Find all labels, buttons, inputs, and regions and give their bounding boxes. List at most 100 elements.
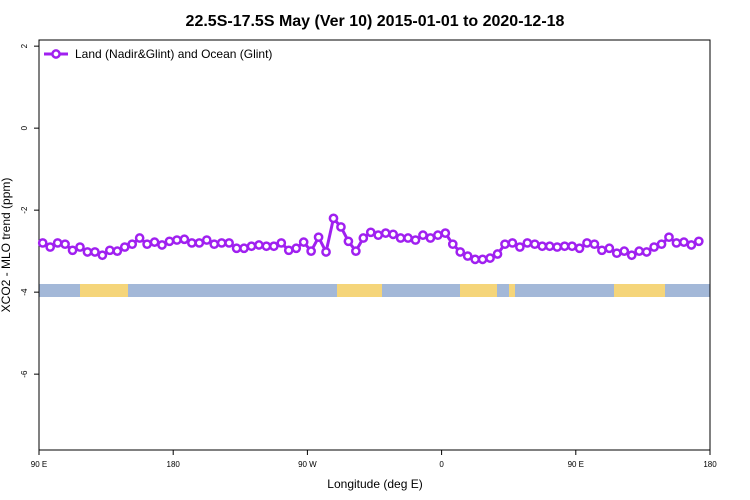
data-point bbox=[52, 238, 63, 248]
data-point bbox=[313, 232, 324, 243]
data-point bbox=[186, 238, 197, 248]
x-tick-label: 0 bbox=[439, 460, 444, 469]
data-point bbox=[224, 238, 234, 248]
data-point bbox=[358, 233, 369, 243]
data-point bbox=[567, 241, 577, 252]
data-point bbox=[679, 237, 689, 247]
data-point bbox=[134, 233, 145, 243]
data-point bbox=[321, 247, 331, 257]
data-point bbox=[433, 230, 443, 241]
data-point bbox=[254, 240, 264, 250]
data-point bbox=[410, 235, 421, 245]
data-point bbox=[380, 228, 391, 238]
data-point bbox=[418, 230, 428, 241]
data-point bbox=[336, 222, 346, 232]
data-point bbox=[634, 246, 645, 256]
data-point bbox=[447, 239, 458, 250]
data-point bbox=[440, 228, 451, 238]
data-point bbox=[194, 238, 205, 248]
land-band bbox=[337, 284, 382, 297]
legend-label: Land (Nadir&Glint) and Ocean (Glint) bbox=[75, 47, 272, 61]
data-point bbox=[216, 238, 227, 248]
data-point bbox=[179, 234, 190, 245]
data-point bbox=[328, 213, 339, 224]
data-point bbox=[485, 253, 495, 263]
x-tick-label: 90 E bbox=[568, 460, 584, 469]
data-point bbox=[149, 237, 160, 247]
x-tick-label: 90 E bbox=[31, 460, 47, 469]
data-point bbox=[365, 227, 376, 238]
data-point bbox=[686, 240, 697, 250]
data-point bbox=[75, 242, 85, 252]
data-point bbox=[477, 254, 488, 265]
data-point bbox=[611, 248, 622, 259]
data-point bbox=[172, 235, 182, 245]
data-point bbox=[641, 247, 652, 257]
data-point bbox=[522, 238, 533, 248]
land-ocean-band bbox=[39, 284, 710, 297]
data-point bbox=[298, 237, 309, 247]
land-band bbox=[614, 284, 665, 297]
series bbox=[37, 213, 704, 265]
data-point bbox=[693, 236, 704, 247]
x-axis-label: Longitude (deg E) bbox=[327, 477, 422, 491]
data-point bbox=[597, 245, 607, 256]
data-point bbox=[164, 236, 175, 247]
y-tick-label: 2 bbox=[20, 43, 29, 48]
data-point bbox=[351, 246, 361, 256]
land-band bbox=[460, 284, 497, 297]
data-point bbox=[559, 241, 570, 252]
data-point bbox=[470, 254, 480, 265]
data-point bbox=[403, 233, 413, 243]
data-point bbox=[425, 233, 436, 243]
x-tick-label: 180 bbox=[167, 460, 181, 469]
chart-title: 22.5S-17.5S May (Ver 10) 2015-01-01 to 2… bbox=[186, 13, 565, 30]
data-point bbox=[455, 247, 466, 257]
data-point bbox=[261, 241, 272, 252]
x-tick-label: 90 W bbox=[298, 460, 317, 469]
data-point bbox=[664, 232, 674, 243]
data-point bbox=[582, 238, 592, 248]
data-point bbox=[388, 229, 398, 240]
data-point bbox=[500, 239, 510, 250]
data-point bbox=[552, 242, 563, 252]
data-point bbox=[626, 250, 637, 261]
y-tick-label: -4 bbox=[20, 288, 29, 296]
data-point bbox=[649, 242, 659, 252]
data-point bbox=[246, 241, 257, 252]
data-point bbox=[97, 250, 108, 261]
data-point bbox=[671, 238, 682, 248]
data-point bbox=[656, 239, 667, 250]
data-point bbox=[60, 239, 70, 250]
data-point bbox=[283, 245, 294, 256]
data-point bbox=[112, 246, 123, 256]
data-point bbox=[604, 243, 615, 254]
data-point bbox=[45, 242, 56, 252]
data-point bbox=[492, 249, 503, 259]
data-point bbox=[37, 238, 48, 248]
x-tick-label: 180 bbox=[703, 460, 717, 469]
data-point bbox=[82, 247, 93, 257]
data-point bbox=[239, 243, 249, 254]
data-point bbox=[276, 238, 287, 248]
data-point bbox=[574, 243, 585, 254]
data-point bbox=[537, 241, 548, 252]
data-point bbox=[507, 238, 518, 248]
land-band bbox=[509, 284, 515, 297]
data-point bbox=[515, 242, 525, 252]
data-point bbox=[589, 239, 600, 250]
data-point bbox=[104, 245, 115, 256]
data-point bbox=[395, 233, 406, 243]
data-point bbox=[209, 239, 220, 250]
data-point bbox=[157, 240, 167, 250]
data-point bbox=[142, 239, 152, 250]
data-point bbox=[90, 247, 100, 257]
data-point bbox=[119, 242, 130, 252]
legend-marker bbox=[51, 49, 61, 59]
data-point bbox=[544, 241, 555, 252]
data-point bbox=[67, 245, 78, 256]
data-point bbox=[373, 230, 384, 241]
data-point bbox=[343, 236, 354, 247]
y-axis-label: XCO2 - MLO trend (ppm) bbox=[0, 178, 13, 313]
